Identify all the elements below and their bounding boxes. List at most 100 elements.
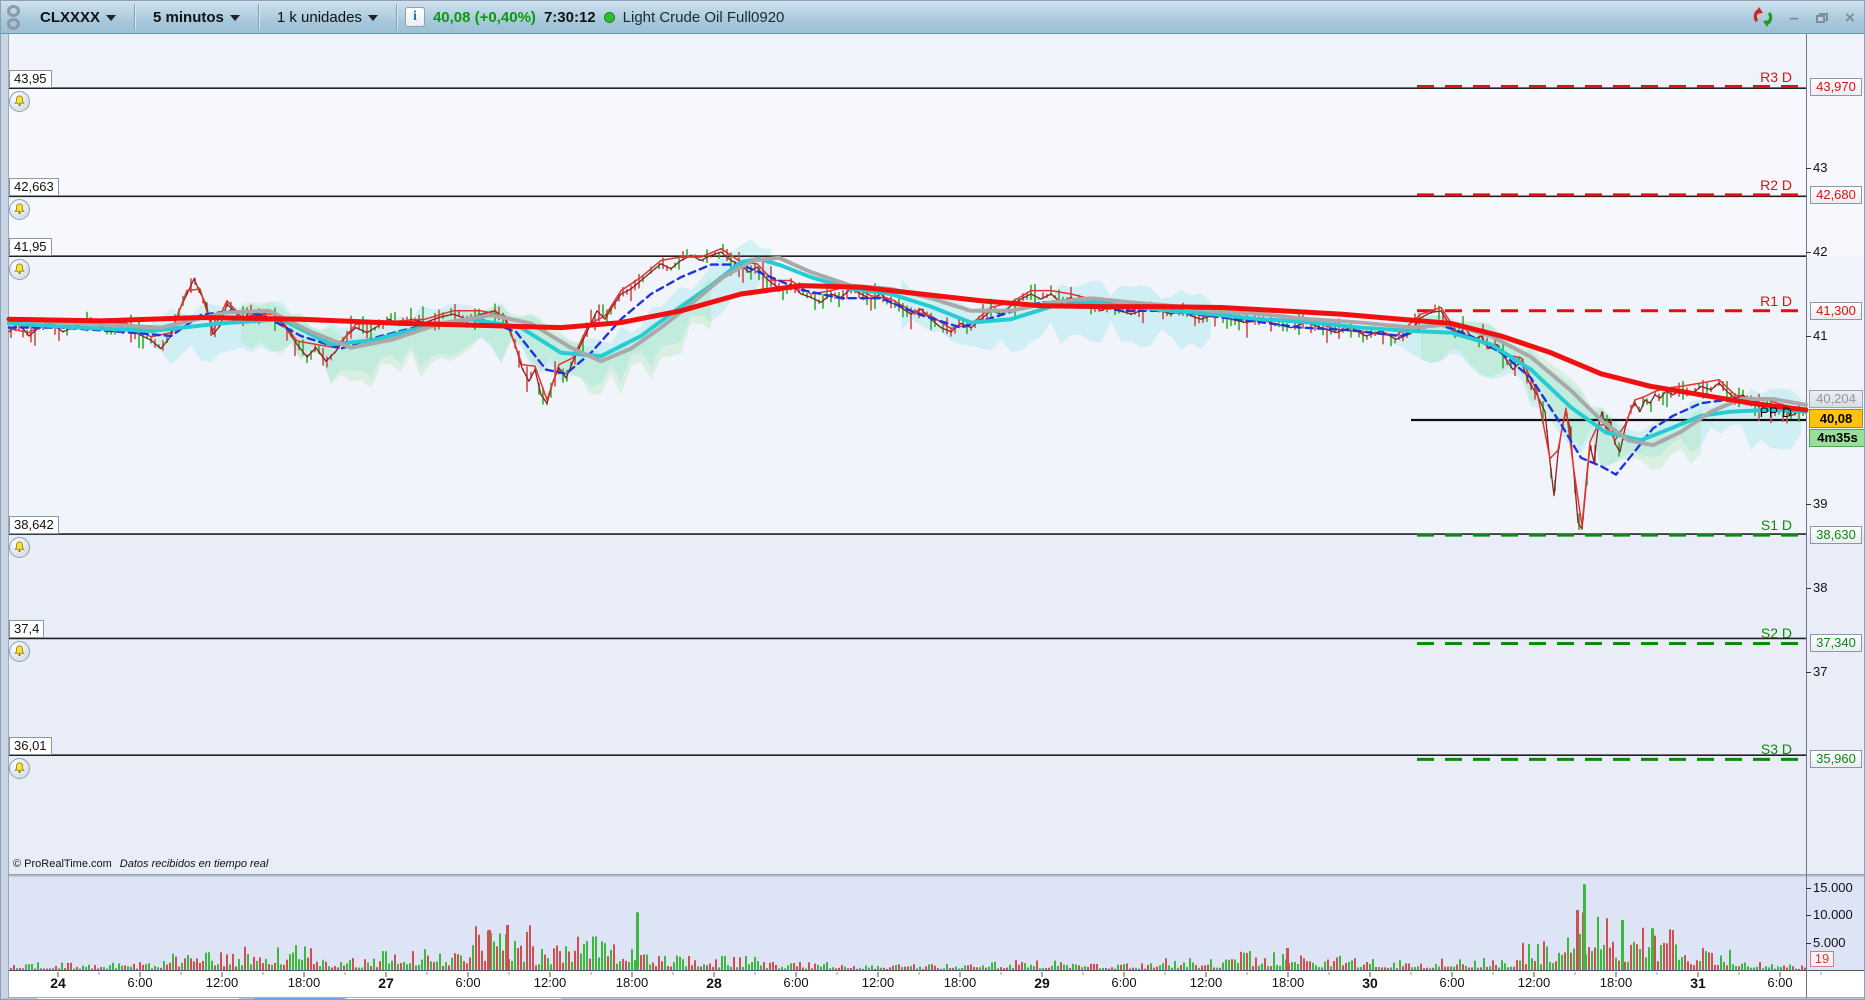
units-dropdown[interactable]: 1 k unidades (267, 1, 388, 34)
scrollbar-track[interactable] (347, 998, 561, 999)
minimize-button[interactable]: – (1789, 7, 1799, 27)
drag-grip-icon[interactable] (7, 4, 20, 30)
ma-red-series (6, 283, 1809, 413)
price-axis-tick (1806, 504, 1811, 505)
pivot-r3-d-label: R3 D (1760, 68, 1792, 85)
units-label: 1 k unidades (276, 8, 362, 26)
alert-bell-icon[interactable] (9, 91, 30, 113)
copyright-note: © ProRealTime.com Datos recibidos en tiem… (13, 858, 268, 870)
alert-bell-icon[interactable] (9, 537, 30, 559)
price-alert-label[interactable]: 37,4 (9, 620, 45, 639)
timeframe-dropdown[interactable]: 5 minutos (143, 1, 250, 34)
time-axis-day-label: 31 (1690, 975, 1706, 991)
pivot-s3-d-label: S3 D (1760, 741, 1792, 758)
time-axis-hour-label: 6:00 (783, 975, 809, 990)
info-icon[interactable]: i (404, 7, 425, 27)
pivot-axis-price-label: 41,300 (1810, 301, 1862, 320)
chevron-down-icon (367, 15, 378, 21)
pivot-pp-label: PP D (1759, 404, 1792, 420)
ma-gray-series (7, 255, 1808, 448)
time-axis-hour-label: 18:00 (1271, 975, 1305, 990)
quote-time: 7:30:12 (543, 8, 596, 26)
price-axis-tick-label: 42 (1813, 244, 1828, 259)
time-axis-hour-label: 6:00 (1439, 975, 1465, 990)
pane-separator[interactable] (1, 874, 1864, 877)
scrollbar-track[interactable] (37, 998, 239, 999)
chevron-down-icon (229, 15, 240, 21)
current-price-label: 40,08 (1809, 409, 1863, 428)
time-axis-hour-label: 6:00 (455, 975, 481, 990)
volume-axis-tick (1806, 887, 1811, 889)
restore-button[interactable] (1812, 1, 1832, 34)
time-axis-strip[interactable] (1, 971, 1864, 998)
refresh-icon[interactable] (1750, 4, 1776, 30)
price-alert-label[interactable]: 43,95 (9, 70, 52, 89)
pivot-r1-d-label: R1 D (1760, 292, 1792, 309)
instrument-label: CLXXXX (40, 8, 101, 26)
time-axis-day-label: 27 (378, 975, 394, 991)
price-alert-label[interactable]: 36,01 (9, 737, 52, 756)
toolbar-divider (395, 4, 397, 30)
chart-background-band (1, 534, 1864, 874)
pivot-axis-price-label: 43,970 (1810, 77, 1862, 96)
price-axis-tick (1806, 168, 1811, 169)
pivot-axis-price-label: 38,630 (1810, 526, 1862, 545)
price-axis-tick-label: 39 (1813, 496, 1828, 511)
bottom-scrollbar[interactable] (1, 998, 1864, 999)
time-axis-hour-label: 6:00 (127, 975, 153, 990)
price-axis-tick-label: 37 (1813, 664, 1828, 679)
quote-summary: 40,08 (+0,40%) 7:30:12 Light Crude Oil F… (433, 9, 784, 26)
price-axis-tick-label: 43 (1813, 160, 1828, 175)
volume-last-bar-count: 19 (1810, 951, 1834, 967)
fast-red-series (8, 247, 1800, 527)
price-axis-border (1806, 34, 1807, 998)
feed-status-text: Datos recibidos en tiempo real (119, 858, 269, 870)
price-alert-label[interactable]: 42,663 (9, 178, 59, 197)
toolbar-divider (134, 4, 136, 30)
price-axis-tick-label: 38 (1813, 580, 1828, 595)
time-axis-ticks (57, 972, 1822, 977)
timeframe-label: 5 minutos (153, 8, 224, 26)
close-button[interactable]: × (1845, 7, 1855, 27)
time-axis-hour-label: 12:00 (1189, 975, 1223, 990)
time-axis-day-label: 24 (50, 975, 66, 991)
time-axis-day-label: 29 (1034, 975, 1050, 991)
alert-bell-icon[interactable] (9, 259, 30, 281)
price-axis-tick (1806, 336, 1811, 337)
volume-axis-tick (1806, 915, 1811, 916)
pivot-axis-price-label: 35,960 (1810, 750, 1862, 769)
alert-bell-icon[interactable] (9, 199, 30, 221)
window-left-frame (1, 34, 9, 998)
price-axis-tick (1806, 672, 1811, 673)
time-axis-day-label: 28 (706, 975, 722, 991)
volume-axis-tick-label: 10.000 (1813, 907, 1853, 922)
toolbar-divider (257, 4, 259, 30)
volume-axis-tick-label: 5.000 (1813, 934, 1846, 950)
chevron-down-icon (106, 15, 117, 21)
instrument-name: Light Crude Oil Full0920 (622, 8, 785, 26)
copyright-text: © ProRealTime.com (13, 858, 112, 870)
time-axis-day-label: 30 (1362, 975, 1378, 991)
time-axis-hour-label: 12:00 (205, 975, 239, 990)
chart-background-band (1, 89, 1864, 256)
time-axis-hour-label: 6:00 (1111, 975, 1137, 990)
price-alert-label[interactable]: 38,642 (9, 516, 59, 535)
pivot-lines (1411, 85, 1806, 761)
last-price-change: 40,08 (+0,40%) (432, 8, 536, 26)
scrollbar-thumb[interactable] (254, 998, 344, 999)
time-axis-hour-label: 12:00 (861, 975, 895, 990)
time-axis-hour-label: 18:00 (1599, 975, 1633, 990)
alert-bell-icon[interactable] (9, 758, 30, 780)
volume-axis-tick (1806, 942, 1811, 944)
pivot-axis-price-label: 37,340 (1810, 634, 1862, 653)
volume-bars (10, 884, 1806, 970)
pivot-s2-d-label: S2 D (1760, 625, 1792, 642)
price-alert-label[interactable]: 41,95 (9, 238, 52, 257)
chart-background-band (1, 34, 1864, 89)
live-feed-dot-icon (603, 11, 615, 23)
pivot-axis-price-label: 42,680 (1810, 185, 1862, 204)
alert-bell-icon[interactable] (9, 641, 30, 663)
instrument-dropdown[interactable]: CLXXXX (30, 1, 126, 34)
